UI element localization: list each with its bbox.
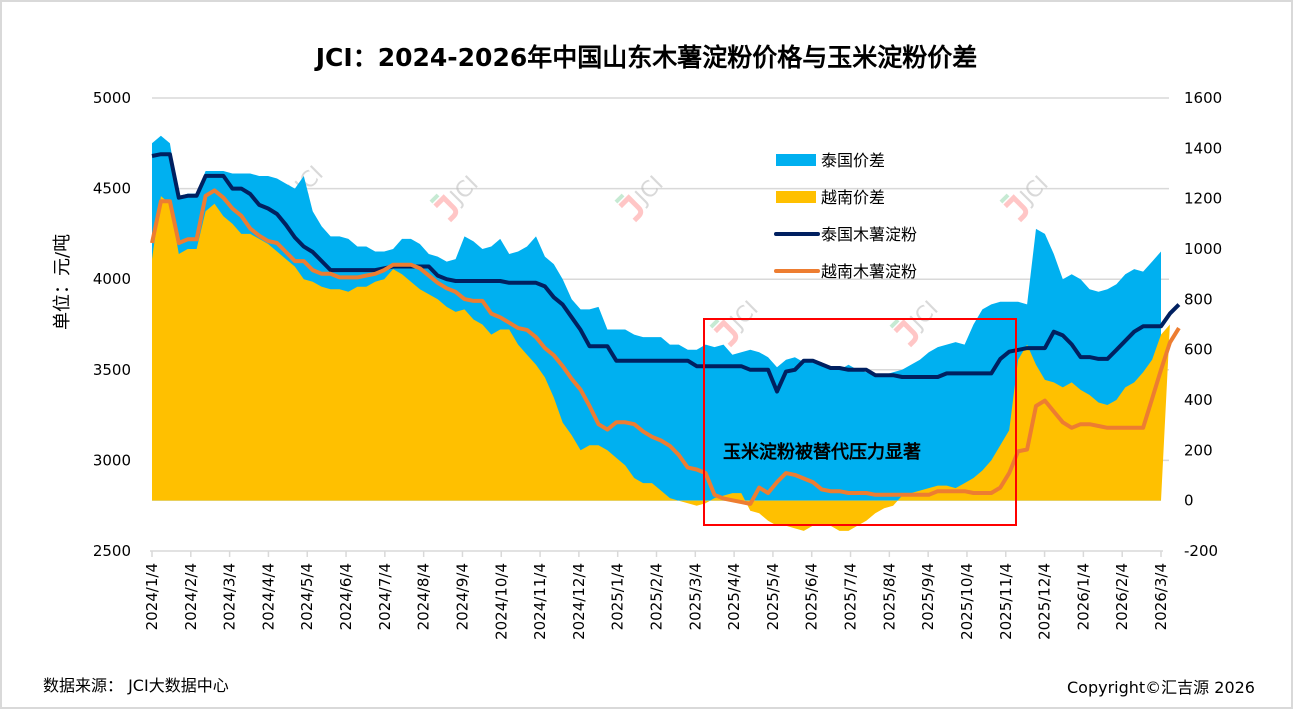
y-tick-label: 4000 (93, 270, 131, 288)
x-tick-label: 2026/2/4 (1113, 563, 1131, 630)
x-tick-label: 2025/4/4 (725, 563, 743, 630)
y-tick-label: 5000 (93, 89, 131, 107)
watermark: JCI (614, 171, 669, 223)
legend-swatch (776, 154, 816, 166)
annotation-text: 玉米淀粉被替代压力显著 (723, 441, 921, 463)
x-tick-label: 2024/6/4 (337, 563, 355, 630)
y2-tick-label: 0 (1184, 492, 1194, 510)
y2-tick-label: 1000 (1184, 240, 1222, 258)
watermark-j-mark (433, 194, 459, 223)
line-vietnam-price (150, 188, 1181, 506)
annotation-box (703, 318, 1017, 526)
x-tick-label: 2024/7/4 (376, 563, 394, 630)
x-tick-label: 2025/8/4 (880, 563, 898, 630)
x-tick-label: 2025/3/4 (686, 563, 704, 630)
x-tick-label: 2025/2/4 (648, 563, 666, 630)
legend-label: 越南价差 (821, 188, 885, 207)
x-tick-label: 2024/8/4 (415, 563, 433, 630)
watermark-accent (999, 193, 1010, 204)
watermark-j-mark (713, 319, 739, 348)
x-tick-label: 2025/10/4 (958, 563, 976, 640)
y-tick-label: 2500 (93, 542, 131, 560)
watermark-accent (709, 318, 720, 329)
y2-tick-label: 1400 (1184, 139, 1222, 157)
x-tick-label: 2025/9/4 (919, 563, 937, 630)
watermark: JCI (999, 171, 1054, 223)
y-tick-label: 3500 (93, 361, 131, 379)
y2-tick-label: 800 (1184, 290, 1213, 308)
x-tick-label: 2024/11/4 (531, 563, 549, 640)
legend-vietnam-price: 越南木薯淀粉 (774, 262, 917, 281)
copyright: Copyright©汇吉源 2026 (1067, 678, 1255, 697)
x-tick-label: 2025/6/4 (803, 563, 821, 630)
y2-tick-label: 1600 (1184, 89, 1222, 107)
legend-label: 越南木薯淀粉 (821, 262, 917, 281)
axes: 5000450040003500300025001600140012001000… (93, 89, 1222, 640)
legend-thai-price: 泰国木薯淀粉 (774, 225, 917, 244)
x-tick-label: 2026/3/4 (1152, 563, 1170, 630)
lines (150, 152, 1181, 506)
y-tick-label: 3000 (93, 451, 131, 469)
watermark-accent (614, 193, 625, 204)
area-vietnam-spread (152, 196, 1170, 531)
annotation: 玉米淀粉被替代压力显著 (703, 318, 1017, 526)
line-thai-price (151, 152, 1181, 394)
data-source: 数据来源： JCI大数据中心 (43, 676, 229, 695)
legend-label: 泰国木薯淀粉 (821, 225, 917, 244)
x-tick-label: 2024/1/4 (143, 563, 161, 630)
watermark: JCI (429, 171, 484, 223)
y2-tick-label: 600 (1184, 341, 1213, 359)
x-tick-label: 2024/3/4 (221, 563, 239, 630)
legend-swatch (776, 191, 816, 203)
x-tick-label: 2024/5/4 (298, 563, 316, 630)
x-tick-label: 2026/1/4 (1074, 563, 1092, 630)
areas (152, 135, 1170, 531)
watermark-accent (429, 193, 440, 204)
legend-vietnam-spread: 越南价差 (776, 188, 885, 207)
x-tick-label: 2024/4/4 (259, 563, 277, 630)
y2-tick-label: 1200 (1184, 190, 1222, 208)
watermark-accent (889, 318, 900, 329)
legend-label: 泰国价差 (821, 151, 885, 170)
x-tick-label: 2024/10/4 (492, 563, 510, 640)
x-tick-label: 2024/9/4 (453, 563, 471, 630)
x-tick-label: 2025/5/4 (764, 563, 782, 630)
x-tick-label: 2024/2/4 (182, 563, 200, 630)
watermark-j-mark (1003, 194, 1029, 223)
y-tick-label: 4500 (93, 180, 131, 198)
legend-thai-spread: 泰国价差 (776, 151, 885, 170)
x-tick-label: 2025/1/4 (609, 563, 627, 630)
x-tick-label: 2025/12/4 (1036, 563, 1054, 640)
watermark-j-mark (618, 194, 644, 223)
y2-tick-label: 400 (1184, 391, 1213, 409)
y2-tick-label: 200 (1184, 441, 1213, 459)
watermark-j-mark (893, 319, 919, 348)
x-tick-label: 2025/11/4 (997, 563, 1015, 640)
chart-title: JCI：2024-2026年中国山东木薯淀粉价格与玉米淀粉价差 (315, 43, 978, 72)
x-tick-label: 2024/12/4 (570, 563, 588, 640)
x-tick-label: 2025/7/4 (842, 563, 860, 630)
y2-tick-label: -200 (1184, 542, 1218, 560)
